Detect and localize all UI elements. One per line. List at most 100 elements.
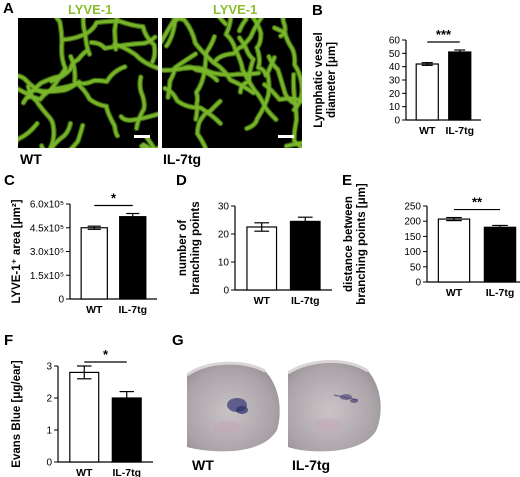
ear-photo-wt-drawing	[187, 355, 283, 453]
vessel	[81, 18, 92, 56]
y-tick-label: 30	[389, 76, 401, 87]
x-tick-label: IL-7tg	[291, 295, 320, 307]
scale-bar	[278, 135, 294, 138]
x-tick-label: WT	[86, 304, 103, 316]
vessel	[195, 99, 222, 148]
chart-d-branching-points: D 0 10 20 30 number of branching points WT IL-7t…	[176, 172, 332, 307]
panel-letter: B	[312, 2, 323, 19]
bar	[483, 226, 517, 283]
vessel	[245, 56, 276, 131]
panel-a-letter: A	[3, 0, 14, 17]
y-tick-label: 20	[389, 89, 401, 100]
x-tick-label: IL-7tg	[112, 467, 141, 477]
x-tick-label: IL-7tg	[118, 304, 147, 316]
ear-caption-il7tg: IL-7tg	[292, 457, 331, 473]
vessel	[135, 75, 146, 130]
y-tick-label: 50	[389, 49, 401, 60]
bar	[437, 218, 471, 283]
y-tick-label: 60	[389, 36, 401, 47]
vessel	[163, 86, 222, 125]
significance-marker: *	[103, 347, 109, 362]
bar	[69, 371, 100, 463]
bar	[80, 227, 108, 300]
ear-photo-il7tg	[288, 355, 384, 453]
vessel-network-il7tg	[162, 18, 302, 148]
vessel	[251, 18, 268, 78]
significance-marker: *	[111, 191, 117, 206]
vessel	[194, 35, 216, 121]
y-tick-label: 100	[404, 247, 421, 258]
vessel	[272, 26, 302, 112]
scale-bar	[134, 135, 150, 138]
y-tick-label: 200	[404, 217, 421, 228]
x-tick-label: IL-7tg	[445, 125, 474, 137]
vessel	[69, 123, 85, 148]
y-tick-label: 10	[218, 258, 230, 269]
vessel	[237, 18, 248, 33]
x-tick-label: WT	[254, 295, 271, 307]
y-tick-label: 40	[389, 62, 401, 73]
bar	[415, 63, 439, 121]
y-axis-label: LYVE-1⁺ area [μm²]	[11, 199, 23, 303]
panel-letter: E	[342, 172, 352, 189]
y-axis-label: Evans Blue [μg/ear]	[11, 360, 23, 468]
panel-letter: D	[176, 172, 187, 189]
y-tick-label: 3	[46, 362, 52, 373]
bar	[289, 220, 321, 291]
y-tick-label: 2	[46, 394, 52, 405]
y-tick-label: 50	[410, 262, 422, 273]
ear-photo-wt	[187, 355, 283, 453]
lyve1-image-wt	[18, 18, 158, 148]
x-tick-label: WT	[419, 125, 436, 137]
vessel	[172, 18, 256, 95]
vessel	[279, 18, 287, 38]
y-tick-label: 10	[389, 102, 401, 113]
vessel	[69, 54, 119, 138]
y-axis-label: branching points [μm]	[356, 183, 368, 305]
y-tick-label: 3.0x10⁵	[30, 247, 64, 258]
panel-g-letter: G	[172, 332, 184, 349]
y-tick-label: 1.5x10⁵	[30, 271, 64, 282]
y-axis-label: number of	[177, 220, 189, 276]
image-title-il7tg: LYVE-1	[213, 2, 258, 17]
vessel	[18, 80, 81, 96]
chart-c-lyve1-area: C 0 1.5x10⁵ 3.0x10⁵ 4.5x10⁵ 6.0x10⁵ LYVE-1⁺ ar…	[4, 172, 157, 316]
ear-photo-il7tg-drawing	[288, 355, 384, 453]
y-tick-label: 6.0x10⁵	[30, 200, 64, 211]
y-tick-label: 20	[218, 230, 230, 241]
y-tick-label: 0	[415, 278, 421, 289]
y-tick-label: 150	[404, 232, 421, 243]
bar	[119, 216, 147, 300]
chart-b-vessel-diameter: B 0 10 20 30 40 50 60 Lymphatic vessel diameter […	[312, 2, 481, 137]
vessel	[67, 53, 121, 139]
vessel	[113, 18, 119, 51]
vessel	[89, 35, 157, 50]
vessel	[164, 18, 181, 48]
y-axis-label: branching points	[190, 201, 202, 294]
ear-caption-wt: WT	[192, 457, 214, 473]
chart-e-branching-distance: E 0 50 100 150 200 250 distance between branchin…	[342, 172, 520, 305]
vessel	[162, 18, 177, 44]
significance-marker: **	[472, 195, 483, 210]
y-axis-label: diameter [μm]	[326, 42, 338, 118]
x-tick-label: IL-7tg	[486, 287, 515, 299]
y-axis-label: Lymphatic vessel	[313, 32, 325, 127]
bar	[111, 397, 142, 463]
y-tick-label: 4.5x10⁵	[30, 223, 64, 234]
y-tick-label: 0	[223, 286, 229, 297]
chart-f-evans-blue: F 0 1 2 3 Evans Blue [μg/ear] WT IL-7tg *	[4, 332, 153, 477]
panel-letter: C	[4, 172, 15, 189]
y-tick-label: 0	[58, 295, 64, 306]
y-tick-label: 0	[394, 116, 400, 127]
image-title-wt: LYVE-1	[68, 2, 113, 17]
y-axis-label: distance between	[343, 196, 355, 292]
vessel-network-wt	[18, 18, 158, 148]
vessel	[112, 42, 158, 70]
y-tick-label: 1	[46, 426, 52, 437]
vessel	[62, 19, 157, 64]
image-caption-il7tg: IL-7tg	[163, 151, 202, 167]
vessel	[49, 121, 72, 148]
vessel	[262, 82, 302, 104]
vessel	[26, 84, 56, 148]
x-tick-label: WT	[76, 467, 93, 477]
